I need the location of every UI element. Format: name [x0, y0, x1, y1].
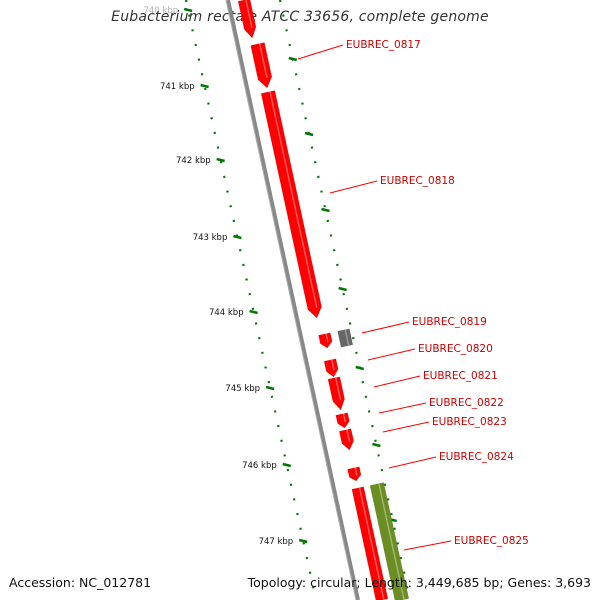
- gene-arrow-0823-highlight: [342, 413, 347, 423]
- genome-backbone-edge: [225, 0, 357, 600]
- other-feature-block-highlight: [344, 329, 350, 346]
- gene-label-connector: [367, 348, 416, 361]
- ruler-tick: [282, 462, 292, 468]
- feature-track-tick: [355, 365, 365, 371]
- map-title: Eubacterium rectale ATCC 33656, complete…: [111, 9, 489, 25]
- feature-track-tick: [304, 131, 314, 137]
- ruler-track-line: [184, 0, 318, 600]
- genome-summary-text: Topology: circular; Length: 3,449,685 bp…: [247, 575, 591, 590]
- gene-arrow-0817-highlight: [258, 43, 268, 78]
- gene-label: EUBREC_0824: [439, 451, 514, 463]
- gene-label-connector: [329, 180, 378, 194]
- ruler-tick: [265, 385, 275, 391]
- other-feature-block: [337, 328, 354, 348]
- gene-arrow-0824b-highlight: [354, 467, 358, 476]
- gene-label: EUBREC_0822: [429, 397, 504, 409]
- gene-arrow-0824: [338, 428, 355, 451]
- accession-text: Accession: NC_012781: [9, 575, 152, 590]
- gene-label: EUBREC_0817: [346, 39, 421, 51]
- gene-label-connector: [388, 456, 437, 469]
- gene-label: EUBREC_0825: [454, 535, 529, 547]
- feature-track-tick: [321, 207, 330, 213]
- feature-track-line: [278, 0, 412, 600]
- ruler-tick: [200, 83, 209, 89]
- gene-label-connector: [361, 321, 410, 334]
- gene-arrow-0821-highlight: [331, 359, 335, 371]
- gene-arrow-0820: [318, 332, 333, 349]
- gene-label-connector: [297, 44, 344, 60]
- gene-label: EUBREC_0821: [423, 370, 498, 382]
- ruler-label: 747 kbp: [259, 537, 294, 547]
- feature-track-tick: [288, 56, 298, 62]
- gene-arrow-0818-highlight: [269, 91, 318, 308]
- gene-arrow-0818: [260, 90, 322, 319]
- gene-arrow-0816: [237, 0, 257, 39]
- gene-arrow-0825: [351, 486, 389, 600]
- feature-track-tick: [338, 286, 347, 292]
- gene-label: EUBREC_0820: [418, 343, 493, 355]
- ruler-tick: [183, 7, 193, 13]
- gene-label: EUBREC_0819: [412, 316, 487, 328]
- gene-arrow-0822-highlight: [334, 377, 342, 400]
- ruler-label: 744 kbp: [209, 308, 244, 318]
- gene-arrow-0817: [250, 42, 273, 89]
- gene-label-connector: [373, 375, 421, 388]
- genome-backbone: [226, 0, 360, 600]
- ruler-tick: [249, 309, 258, 315]
- rna-feature-block-highlight: [378, 483, 405, 600]
- gene-arrow-0824-highlight: [346, 429, 351, 442]
- ruler-tick: [298, 538, 308, 544]
- ruler-tick: [216, 157, 225, 163]
- gene-arrow-0823: [335, 412, 350, 429]
- ruler-label: 740 kbp: [144, 6, 179, 16]
- gene-label-connector: [378, 402, 427, 414]
- ruler-label: 745 kbp: [225, 384, 260, 394]
- ruler-label: 746 kbp: [242, 461, 277, 471]
- gene-label-connector: [403, 540, 452, 551]
- ruler-label: 743 kbp: [193, 233, 228, 243]
- gene-label: EUBREC_0818: [380, 175, 455, 187]
- gene-arrow-0816-highlight: [245, 0, 253, 28]
- feature-track-tick: [372, 442, 381, 448]
- gene-arrow-0825-highlight: [358, 487, 385, 600]
- gene-label: EUBREC_0823: [432, 416, 507, 428]
- ruler-label: 742 kbp: [176, 156, 211, 166]
- gene-arrow-0822: [327, 376, 345, 411]
- gene-arrow-0824b: [347, 466, 362, 482]
- gene-label-connector: [382, 421, 430, 433]
- gene-arrow-0820-highlight: [325, 333, 329, 343]
- ruler-label: 741 kbp: [160, 82, 195, 92]
- rna-feature-block: [369, 482, 410, 600]
- ruler-tick: [233, 234, 242, 240]
- gene-arrow-0821: [323, 358, 339, 378]
